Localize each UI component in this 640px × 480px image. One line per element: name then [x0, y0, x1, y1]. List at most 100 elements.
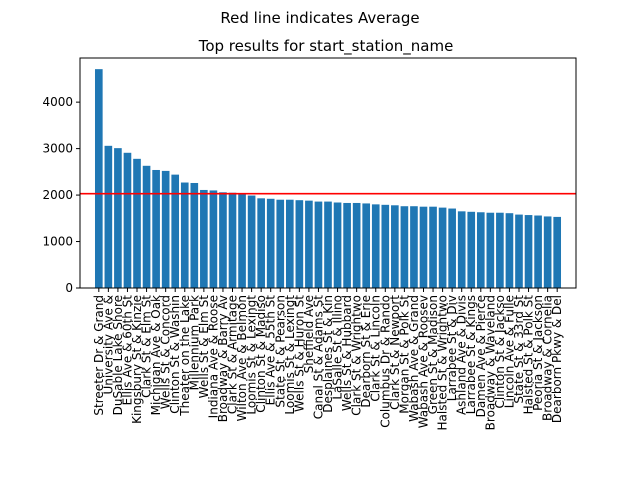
x-tick-label: DuSable Lake Shore — [111, 295, 125, 415]
x-tick-label: Damen Ave & Pierce — [474, 295, 488, 417]
x-tick-label: Wells St & Elm St — [197, 295, 211, 399]
bar — [200, 189, 208, 288]
bar — [371, 204, 380, 288]
x-tick-label: Dearborn Pkwy & Del — [550, 295, 564, 423]
x-tick-label: Wells St & Huron St — [292, 295, 306, 412]
x-tick-label: Wabash Ave & Grand — [407, 295, 421, 422]
x-tick-label: Wells St & Hubbard — [340, 295, 354, 411]
x-tick-label: Clark St & Newport — [388, 295, 402, 410]
bar — [524, 215, 533, 288]
x-tick-label: Morgan St & Polk St — [397, 295, 411, 414]
x-tick-label: Loomis St & Lexingt — [245, 295, 259, 415]
x-tick-label: Michigan Ave & Oak — [149, 295, 163, 415]
bar — [486, 212, 495, 288]
y-axis: 0 1000 2000 3000 4000 — [42, 95, 80, 295]
bar — [496, 212, 504, 288]
bar — [429, 206, 437, 288]
x-tick-label: Green St & Madison — [426, 295, 440, 414]
plot-frame — [79, 57, 577, 289]
x-tick-label: Indiana Ave & Roose — [206, 295, 220, 418]
x-tick-label: Larrabee St & Kings — [464, 295, 478, 414]
x-tick-label: University Ave & — [101, 295, 115, 395]
bar — [400, 206, 409, 288]
bar — [305, 200, 313, 288]
bar — [161, 170, 170, 288]
bars-group — [94, 69, 562, 288]
x-tick-label: Wells St & Concord — [159, 295, 173, 409]
x-tick-label: Wilton Ave & Belmon — [235, 295, 249, 421]
x-tick-label: Peoria St & Jackson — [531, 295, 545, 411]
bar — [534, 215, 542, 288]
bar — [333, 202, 342, 288]
bar — [133, 158, 141, 288]
x-tick-label: Desplaines St & Kin — [321, 295, 335, 413]
bar — [391, 205, 399, 288]
x-tick-label: Broadway & Cornelia — [541, 295, 555, 421]
bar — [266, 198, 275, 288]
figure-suptitle: Red line indicates Average — [220, 9, 419, 27]
bar — [104, 145, 113, 288]
bar — [228, 192, 237, 288]
x-tick-label: Clark St & Armitage — [226, 295, 240, 414]
x-tick-label: Clinton St & Madiso — [254, 295, 268, 413]
x-tick-label: Larrabee St & Div — [445, 295, 459, 401]
x-tick-label: Clinton St & Jackso — [493, 295, 507, 408]
bar — [238, 193, 246, 288]
bar — [276, 199, 285, 288]
y-tick-label: 3000 — [42, 142, 73, 156]
bar — [324, 201, 332, 288]
x-tick-label: Ellis Ave & 55th St — [264, 295, 278, 406]
x-tick-label: Ashland Ave & Divis — [455, 295, 469, 415]
x-tick-label: Broadway & Waveland — [483, 295, 497, 430]
bar — [190, 182, 199, 288]
x-tick-label: Columbus Dr & Rando — [378, 295, 392, 428]
x-tick-label: Canal St & Adams St — [311, 295, 325, 419]
x-tick-label: State St & 33rd St — [512, 295, 526, 404]
bar — [343, 202, 351, 288]
x-tick-label: Lincoln Ave & Fulle — [502, 295, 516, 408]
bar — [123, 152, 132, 288]
bar — [295, 200, 304, 288]
x-tick-label: Halsted St & Polk St — [522, 295, 536, 415]
bar — [94, 69, 103, 288]
chart-title: Top results for start_station_name — [198, 37, 454, 56]
x-tick-label: Loomis St & Lexingt — [283, 295, 297, 415]
bar — [247, 195, 256, 288]
x-tick-label: Dearborn St & Erie — [359, 295, 373, 408]
bar — [457, 211, 466, 288]
bar — [515, 214, 523, 288]
bar — [209, 190, 218, 288]
bar — [381, 204, 390, 288]
x-tick-label: Clark St & Wrightwo — [350, 295, 364, 416]
y-tick-label: 4000 — [42, 95, 73, 109]
x-tick-label: LaSalle St & Illino — [331, 295, 345, 400]
bar — [114, 148, 122, 288]
x-tick-label: Clark St & Lincoln — [369, 295, 383, 402]
bar — [352, 202, 361, 288]
x-tick-label: Theater on the Lake — [178, 295, 192, 417]
bar — [142, 165, 151, 288]
bar — [505, 213, 514, 288]
x-tick-label: State St & Pearson — [273, 295, 287, 408]
x-tick-label: Sheffield Ave — [302, 295, 316, 373]
x-tick-label: Clark St & Elm St — [140, 295, 154, 398]
x-tick-label: Wabash Ave & Roosev — [416, 295, 430, 428]
bar — [553, 216, 562, 288]
bar — [438, 207, 447, 288]
bar — [448, 208, 456, 288]
bar — [419, 206, 428, 288]
bar — [257, 198, 265, 288]
x-tick-label: Clinton St & Washin — [168, 295, 182, 414]
x-tick-label: Halsted St & Wrightwo — [436, 295, 450, 430]
x-tick-label: Millennium Park — [187, 295, 201, 390]
bar — [171, 174, 180, 288]
bar — [314, 201, 323, 288]
y-tick-label: 1000 — [42, 235, 73, 249]
bar — [362, 203, 371, 288]
bar — [219, 192, 227, 288]
x-tick-label: Streeter Dr & Grand — [92, 295, 106, 416]
x-tick-label: Kingsbury St & Kinzie — [130, 295, 144, 424]
bar — [180, 182, 189, 288]
